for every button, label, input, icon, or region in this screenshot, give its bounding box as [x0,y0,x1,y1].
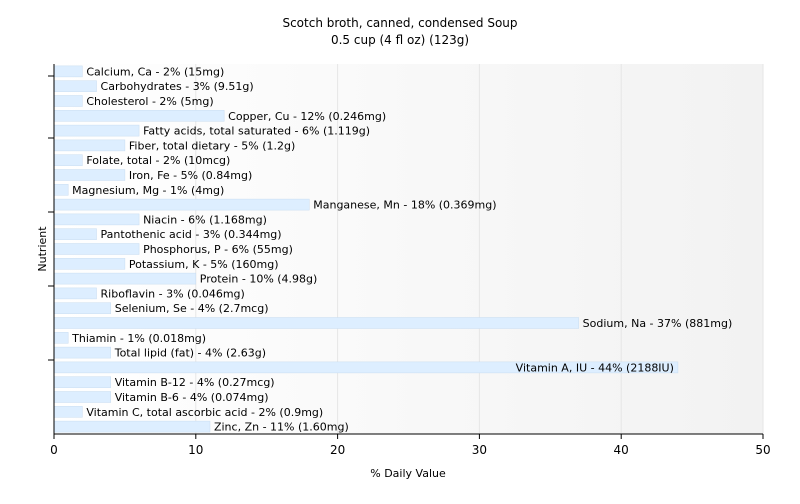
bar [53,228,97,240]
bar-labels-group: Calcium, Ca - 2% (15mg) Carbohydrates - 3… [71,65,732,433]
bar [53,376,111,388]
bar-label: Thiamin - 1% (0.018mg) [71,332,206,345]
bar-label: Carbohydrates - 3% (9.51g) [101,80,254,93]
bar-label: Protein - 10% (4.98g) [200,273,318,286]
bar [53,139,126,152]
bar-label: Vitamin B-6 - 4% (0.074mg) [115,391,269,404]
bar [53,243,140,255]
bar-label: Niacin - 6% (1.168mg) [143,213,267,226]
bar [53,110,225,122]
bar-label: Magnesium, Mg - 1% (4mg) [72,184,224,197]
bar [53,154,83,166]
bar-label: Cholesterol - 2% (5mg) [86,95,213,108]
bar [53,213,140,226]
bar [53,169,126,181]
bar-label: Vitamin C, total ascorbic acid - 2% (0.9… [86,406,323,419]
x-tick-label: 20 [330,443,345,457]
bar [53,95,83,107]
bar [53,287,97,300]
chart-title: Scotch broth, canned, condensed Soup [282,16,517,30]
bar [53,258,126,270]
x-axis-label: % Daily Value [370,467,446,480]
bars-group [53,65,679,433]
bar [53,198,310,211]
bar-label: Total lipid (fat) - 4% (2.63g) [114,347,266,360]
x-tick-label: 30 [472,443,487,457]
bar [53,184,69,196]
bar-label: Calcium, Ca - 2% (15mg) [86,65,224,78]
y-axis-label: Nutrient [36,226,49,272]
bar-label: Potassium, K - 5% (160mg) [129,258,279,271]
bar-label: Sodium, Na - 37% (881mg) [583,317,733,330]
bar [53,406,83,418]
bar-label: Fatty acids, total saturated - 6% (1.119… [143,125,370,138]
bar [53,80,97,92]
bar-label: Selenium, Se - 4% (2.7mcg) [115,302,269,315]
x-tick-label: 0 [50,443,58,457]
bar [53,391,111,403]
bar-label: Copper, Cu - 12% (0.246mg) [228,110,386,123]
x-tick-label: 10 [188,443,203,457]
x-tick-label: 50 [755,443,770,457]
axes-group: 0 10 20 30 40 50 [48,64,771,457]
bar-label: Manganese, Mn - 18% (0.369mg) [313,199,496,212]
bar [53,65,83,78]
bar-label: Iron, Fe - 5% (0.84mg) [129,169,252,182]
chart-subtitle: 0.5 cup (4 fl oz) (123g) [331,33,469,47]
bar-label: Zinc, Zn - 11% (1.60mg) [214,421,349,434]
bar [53,332,69,344]
bar-label: Vitamin B-12 - 4% (0.27mcg) [115,376,275,389]
bar [53,346,111,359]
bar-label: Riboflavin - 3% (0.046mg) [101,287,245,300]
bar [53,272,197,285]
bar-label: Folate, total - 2% (10mcg) [86,154,230,167]
bar-label: Vitamin A, IU - 44% (2188IU) [516,361,674,374]
bar [53,420,211,433]
bar [53,124,140,137]
bar [53,317,579,329]
bar-label: Pantothenic acid - 3% (0.344mg) [101,228,282,241]
bar-label: Phosphorus, P - 6% (55mg) [143,243,293,256]
bar-label: Fiber, total dietary - 5% (1.2g) [129,139,295,152]
x-tick-label: 40 [614,443,629,457]
bar [53,302,111,314]
